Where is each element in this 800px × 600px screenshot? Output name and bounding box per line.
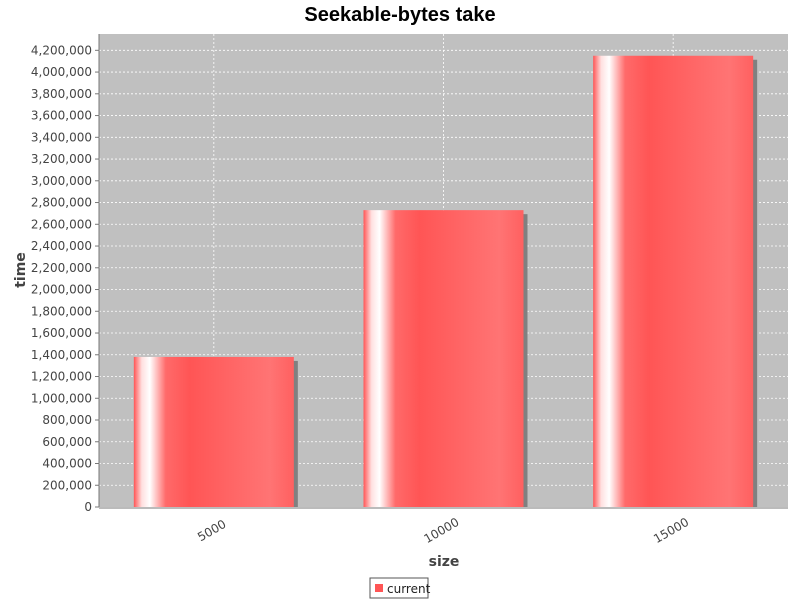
y-tick-label: 200,000 [42,478,92,492]
y-tick-label: 2,800,000 [31,196,92,210]
y-tick-label: 0 [84,500,92,514]
x-tick-label: 10000 [421,515,461,546]
x-tick-label: 5000 [195,517,228,544]
y-tick-label: 1,000,000 [31,391,92,405]
legend-box [369,577,429,599]
legend: current [369,577,431,599]
y-tick-label: 2,400,000 [31,239,92,253]
y-tick-label: 2,200,000 [31,261,92,275]
y-tick-label: 1,400,000 [31,348,92,362]
y-tick-label: 2,600,000 [31,217,92,231]
y-axis: 0 200,000 400,000 600,000 800,000 1,000,000 1,… [31,34,100,514]
chart-title: Seekable-bytes take [304,4,495,26]
legend-label-current: current [387,582,431,596]
y-axis-label: time [13,252,29,288]
y-tick-label: 3,800,000 [31,87,92,101]
y-tick-label: 2,000,000 [31,283,92,297]
bars [133,55,758,507]
x-tick-label: 15000 [651,515,691,546]
y-tick-label: 3,000,000 [31,174,92,188]
y-tick-label: 3,400,000 [31,130,92,144]
legend-swatch-current [375,584,383,592]
y-tick-label: 800,000 [42,413,92,427]
bar-15000 [593,55,754,507]
bar-5000 [133,356,294,507]
x-axis: 5000 10000 15000 [99,507,788,546]
y-tick-label: 4,000,000 [31,65,92,79]
y-tick-label: 1,800,000 [31,304,92,318]
y-tick-label: 400,000 [42,457,92,471]
bar-10000 [363,210,524,507]
x-axis-label: size [429,554,460,570]
y-tick-label: 1,600,000 [31,326,92,340]
y-tick-label: 4,200,000 [31,43,92,57]
y-tick-label: 600,000 [42,435,92,449]
y-tick-label: 3,200,000 [31,152,92,166]
y-tick-label: 3,600,000 [31,109,92,123]
y-tick-label: 1,200,000 [31,370,92,384]
